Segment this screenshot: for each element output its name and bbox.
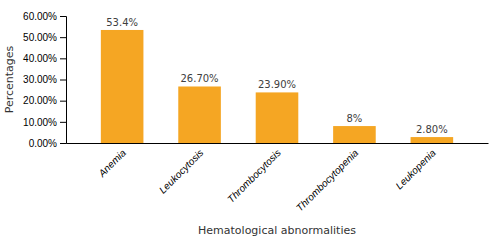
- x-tick: Leukopenia: [393, 147, 438, 192]
- x-tick-label: Leukocytosis: [157, 147, 206, 196]
- y-tick-label: 50.00%: [23, 32, 57, 43]
- y-axis-title: Percentages: [3, 45, 16, 113]
- bar: [256, 92, 299, 143]
- y-tick-mark: [60, 143, 66, 144]
- y-tick: 20.00%: [23, 95, 66, 106]
- x-axis-title: Hematological abnormalities: [198, 224, 356, 237]
- y-axis-line: [60, 17, 67, 144]
- y-tick-label: 60.00%: [23, 11, 57, 22]
- bars: [101, 30, 453, 143]
- x-tick: Thrombocytosis: [225, 147, 283, 205]
- x-tick-label: Thrombocytosis: [225, 147, 283, 205]
- y-tick: 50.00%: [23, 32, 66, 43]
- y-axis: 0.00% 10.00% 20.00% 30.00% 40.00% 50.00% 60.00…: [23, 11, 66, 149]
- y-tick-label: 40.00%: [23, 53, 57, 64]
- data-label: 23.90%: [258, 79, 296, 90]
- y-tick-label: 30.00%: [23, 74, 57, 85]
- y-tick: 10.00%: [23, 117, 66, 128]
- x-tick-label: Thrombocytopenia: [294, 147, 361, 214]
- y-tick-mark: [60, 80, 66, 81]
- bar: [178, 86, 221, 143]
- y-tick-label: 20.00%: [23, 95, 57, 106]
- y-tick-mark: [60, 16, 66, 17]
- data-label: 8%: [346, 113, 362, 124]
- x-axis-line: [67, 143, 489, 144]
- bar: [101, 30, 144, 143]
- x-tick: Anemia: [96, 147, 129, 180]
- y-tick: 0.00%: [29, 138, 66, 149]
- y-tick-mark: [60, 101, 66, 102]
- y-tick-label: 10.00%: [23, 117, 57, 128]
- y-tick-mark: [60, 122, 66, 123]
- x-axis: Anemia Leukocytosis ThrombocytosisThromboc…: [67, 144, 489, 214]
- x-tick-label: Anemia: [96, 147, 129, 180]
- bar: [411, 137, 454, 143]
- data-label: 2.80%: [416, 124, 448, 135]
- chart: 0.00% 10.00% 20.00% 30.00% 40.00% 50.00% 60.00…: [0, 0, 500, 239]
- bar: [333, 126, 376, 143]
- data-label: 26.70%: [180, 73, 218, 84]
- x-tick-label: Leukopenia: [393, 147, 438, 192]
- y-tick-mark: [60, 37, 66, 38]
- y-tick-label: 0.00%: [29, 138, 57, 149]
- data-label: 53.4%: [106, 17, 138, 28]
- y-tick: 40.00%: [23, 53, 66, 64]
- x-tick: Leukocytosis: [157, 147, 206, 196]
- y-tick-mark: [60, 58, 66, 59]
- data-labels: 53.4% 26.70% 23.90% 8% 2.80%: [106, 17, 448, 135]
- plot: 0.00% 10.00% 20.00% 30.00% 40.00% 50.00% 60.00…: [23, 11, 488, 214]
- x-tick: Thrombocytopenia: [294, 147, 361, 214]
- y-tick: 60.00%: [23, 11, 66, 22]
- y-tick: 30.00%: [23, 74, 66, 85]
